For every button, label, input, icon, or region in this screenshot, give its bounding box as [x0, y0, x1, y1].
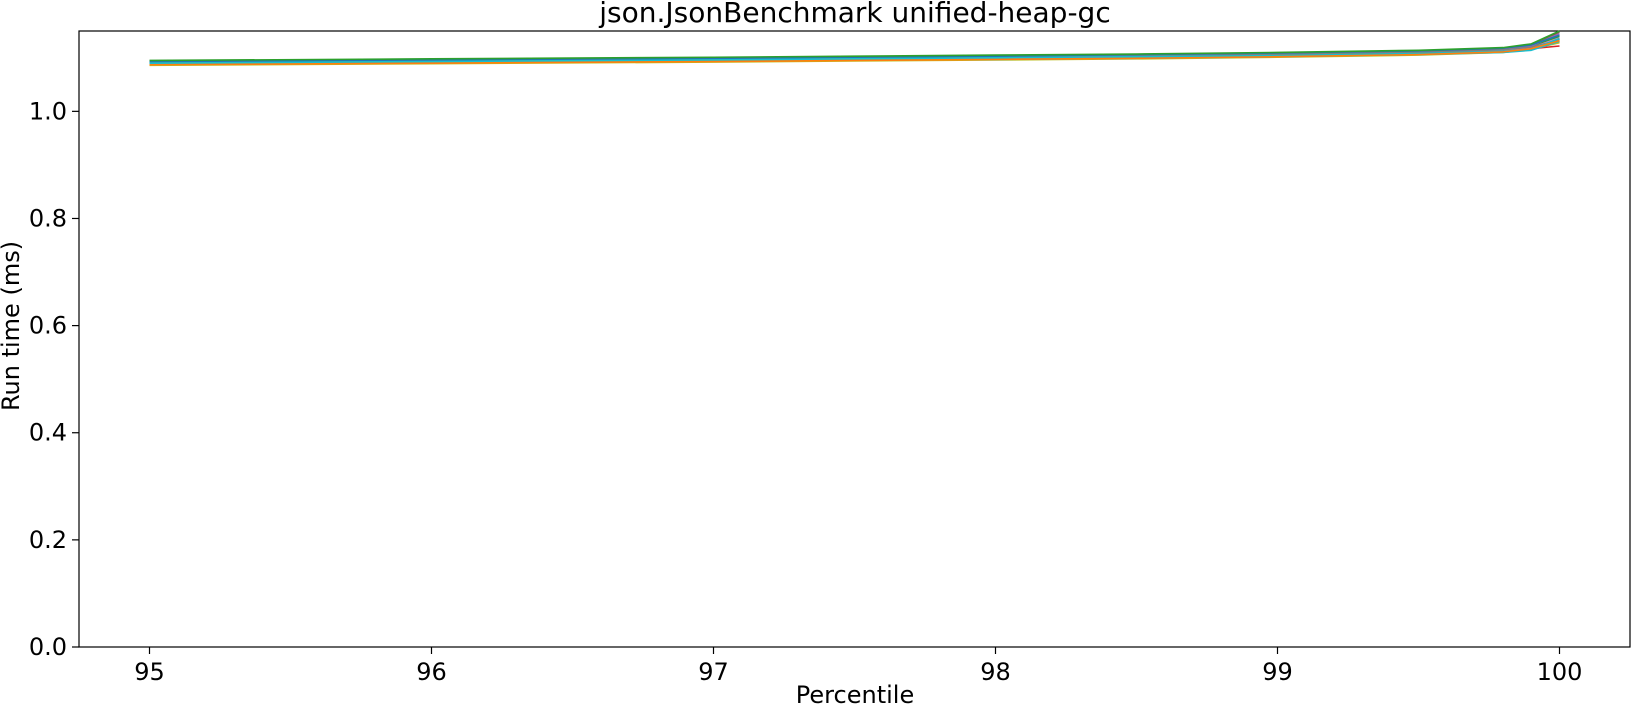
y-tick-label: 0.4: [29, 419, 67, 447]
y-tick-label: 0.6: [29, 312, 67, 340]
x-tick-label: 95: [134, 658, 165, 686]
series-line-14: [149, 39, 1560, 66]
y-axis-ticks: 0.0 0.2 0.4 0.6 0.8 1.0: [29, 97, 79, 661]
x-tick-label: 98: [980, 658, 1011, 686]
x-tick-label: 100: [1537, 658, 1583, 686]
plot-frame: [78, 30, 1631, 648]
x-axis-label: Percentile: [796, 681, 914, 709]
y-tick-label: 0.2: [29, 526, 67, 554]
y-tick-label: 0.8: [29, 204, 67, 232]
plot-area: 95 96 97 98 99 100 0.0 0.2 0.4 0.6 0.8 1.0: [29, 30, 1631, 686]
x-tick-label: 97: [698, 658, 729, 686]
y-tick-label: 0.0: [29, 633, 67, 661]
y-axis-label: Run time (ms): [0, 241, 25, 411]
x-axis-ticks: 95 96 97 98 99 100: [134, 647, 1582, 686]
y-tick-label: 1.0: [29, 97, 67, 125]
x-tick-label: 99: [1262, 658, 1293, 686]
series-layer: [149, 30, 1560, 67]
chart-title: json.JsonBenchmark unified-heap-gc: [598, 0, 1110, 29]
series-line-12: [149, 30, 1560, 62]
x-tick-label: 96: [416, 658, 447, 686]
